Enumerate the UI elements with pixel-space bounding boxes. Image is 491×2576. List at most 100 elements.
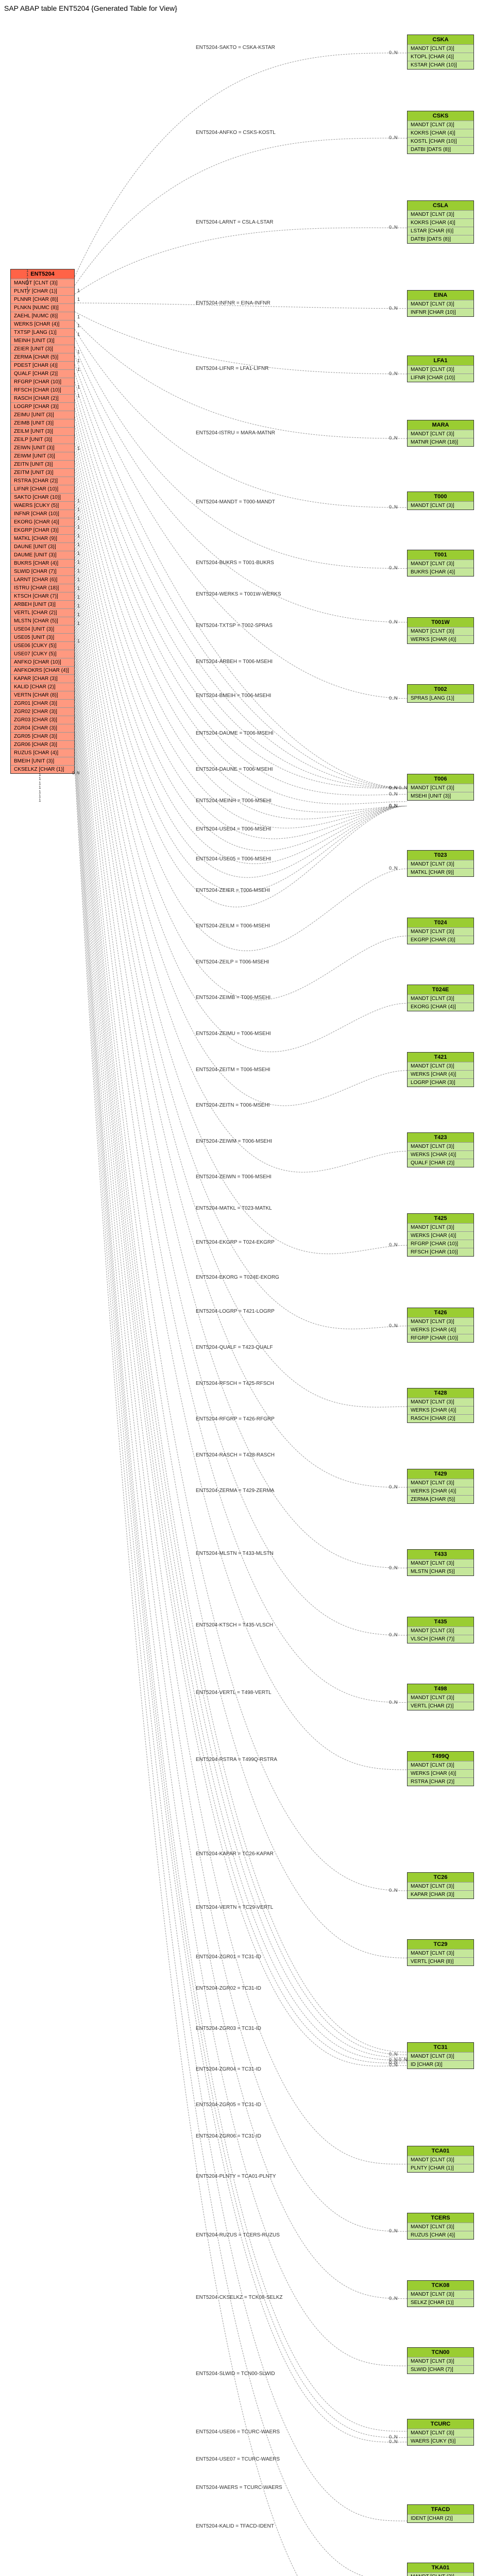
table-field: TXTSP [LANG (1)] [11,328,74,336]
card-column: 111111 [26,269,31,295]
edge-label: ENT5204-ZEITM = T006-MSEHI [196,1067,270,1073]
edge-label: ENT5204-ZERMA = T429-ZERMA [196,1488,274,1494]
ref-table-T421: T421MANDT [CLNT (3)]WERKS [CHAR (4)]LOGR… [407,1052,474,1087]
table-field: KOSTL [CHAR (10)] [408,137,473,145]
ref-table-T024: T024MANDT [CLNT (3)]EKGRP [CHAR (3)] [407,918,474,944]
table-field: WERKS [CHAR (4)] [11,320,74,328]
table-field: MANDT [CLNT (3)] [408,2357,473,2365]
src-cardinality: 1 [77,533,80,538]
table-header: CSKA [408,35,473,44]
edge-label: ENT5204-ZEIWN = T006-MSEHI [196,1174,272,1180]
table-field: DAUME [UNIT (3)] [11,551,74,559]
table-field: VERTL [CHAR (8)] [408,1957,473,1965]
edge-cardinality: 0..N [389,435,398,440]
edge-label: ENT5204-TXTSP = T002-SPRAS [196,623,273,629]
ref-table-LFA1: LFA1MANDT [CLNT (3)]LIFNR [CHAR (10)] [407,355,474,382]
edge-label: ENT5204-BUKRS = T001-BUKRS [196,560,274,566]
page-title: SAP ABAP table ENT5204 {Generated Table … [0,0,491,16]
edge-cardinality: 0..N [389,2062,398,2067]
table-field: ZEILP [UNIT (3)] [11,435,74,444]
src-cardinality: 1 [77,323,80,328]
table-field: IDENT [CHAR (2)] [408,2514,473,2522]
table-field: RUZUS [CHAR (4)] [11,749,74,757]
table-field: MATKL [CHAR (9)] [408,868,473,876]
edge-cardinality: 0..N [389,225,398,230]
table-header: T024E [408,985,473,994]
table-field: ANFKO [CHAR (10)] [11,658,74,666]
table-field: EKORG [CHAR (4)] [11,518,74,526]
table-field: LSTAR [CHAR (6)] [408,227,473,235]
ref-table-T000: T000MANDT [CLNT (3)] [407,492,474,510]
table-field: MANDT [CLNT (3)] [408,2290,473,2298]
src-cardinality: 1 [77,577,80,582]
table-header: TC31 [408,2043,473,2052]
table-field: SLWID [CHAR (7)] [408,2365,473,2374]
edge-label: ENT5204-ZEITN = T006-MSEHI [196,1103,269,1108]
table-field: MANDT [CLNT (3)] [408,560,473,568]
edge-label: ENT5204-KTSCH = T435-VLSCH [196,1622,273,1628]
table-field: MANDT [CLNT (3)] [408,784,473,792]
src-cardinality: 1 [77,332,80,337]
edge-label: ENT5204-ZEIER = T006-MSEHI [196,888,270,893]
edge-label: ENT5204-WAERS = TCURC-WAERS [196,2485,282,2490]
src-cardinality: 1 [77,367,80,372]
ref-table-T425: T425MANDT [CLNT (3)]WERKS [CHAR (4)]RFGR… [407,1213,474,1257]
table-field: CKSELKZ [CHAR (1)] [11,765,74,773]
edge-cardinality: 0..N [389,306,398,311]
table-field: MLSTN [CHAR (5)] [408,1567,473,1575]
src-cardinality: 1 [77,297,80,302]
table-header: TFACD [408,2505,473,2514]
table-field: WERKS [CHAR (4)] [408,1769,473,1777]
ref-table-TC26: TC26MANDT [CLNT (3)]KAPAR [CHAR (3)] [407,1872,474,1899]
ref-table-T023: T023MANDT [CLNT (3)]MATKL [CHAR (9)] [407,850,474,877]
edge-label: ENT5204-MATKL = T023-MATKL [196,1206,272,1211]
table-header: TCURC [408,2419,473,2429]
table-header: TKA01 [408,2563,473,2572]
ref-table-T429: T429MANDT [CLNT (3)]WERKS [CHAR (4)]ZERM… [407,1469,474,1504]
edge-label: ENT5204-CKSELKZ = TCK08-SELKZ [196,2295,283,2300]
table-field: RSTRA [CHAR (2)] [408,1777,473,1786]
table-header: T000 [408,492,473,501]
src-cardinality: 1 [77,288,80,293]
table-header: CSLA [408,201,473,210]
edge-label: ENT5204-PLNTY = TCA01-PLNTY [196,2174,276,2179]
table-field: KOKRS [CHAR (4)] [408,218,473,227]
table-field: MSEHI [UNIT (3)] [408,792,473,800]
edge-label: ENT5204-RUZUS = TCERS-RUZUS [196,2232,280,2238]
edge-cardinality: 0..N [389,1565,398,1570]
table-field: PLNNR [CHAR (8)] [11,295,74,303]
ref-table-T024E: T024EMANDT [CLNT (3)]EKORG [CHAR (4)] [407,985,474,1011]
table-field: VLSCH [CHAR (7)] [408,1635,473,1643]
edge-label: ENT5204-ZEILP = T006-MSEHI [196,959,269,965]
table-header: TC26 [408,1873,473,1882]
edge-label: ENT5204-USE04 = T006-MSEHI [196,826,271,832]
table-header: TCN00 [408,2348,473,2357]
edge-label: ENT5204-DAUNE = T006-MSEHI [196,767,273,772]
table-field: MANDT [CLNT (3)] [408,2156,473,2164]
table-field: MANDT [CLNT (3)] [408,1142,473,1150]
table-header: T024 [408,918,473,927]
edge-label: ENT5204-QUALF = T423-QUALF [196,1345,273,1350]
src-cardinality: 1 [77,595,80,600]
table-header: T429 [408,1469,473,1479]
table-header: EINA [408,291,473,300]
table-field: ARBEH [UNIT (3)] [11,600,74,608]
table-field: LIFNR [CHAR (10)] [11,485,74,493]
edge-cardinality: 0..N [389,2439,398,2444]
table-field: ZEIMU [UNIT (3)] [11,411,74,419]
src-cardinality: 1 [77,560,80,565]
table-field: PLNTY [CHAR (1)] [408,2164,473,2172]
table-field: MANDT [CLNT (3)] [408,121,473,129]
edge-label: ENT5204-USE06 = TCURC-WAERS [196,2429,280,2435]
table-field: PLNTY [CHAR (1)] [11,287,74,295]
table-field: MANDT [CLNT (3)] [408,927,473,936]
table-field: ZERMA [CHAR (5)] [408,1495,473,1503]
table-field: MANDT [CLNT (3)] [408,1949,473,1957]
src-cardinality: 1 [77,524,80,530]
table-field: MANDT [CLNT (3)] [408,1626,473,1635]
table-field: VERTL [CHAR (2)] [11,608,74,617]
table-field: RFSCH [CHAR (10)] [408,1248,473,1256]
edge-label: ENT5204-EKORG = T024E-EKORG [196,1275,279,1280]
edge-label: ENT5204-ANFKO = CSKS-KOSTL [196,130,276,135]
ref-table-EINA: EINAMANDT [CLNT (3)]INFNR [CHAR (10)] [407,290,474,317]
